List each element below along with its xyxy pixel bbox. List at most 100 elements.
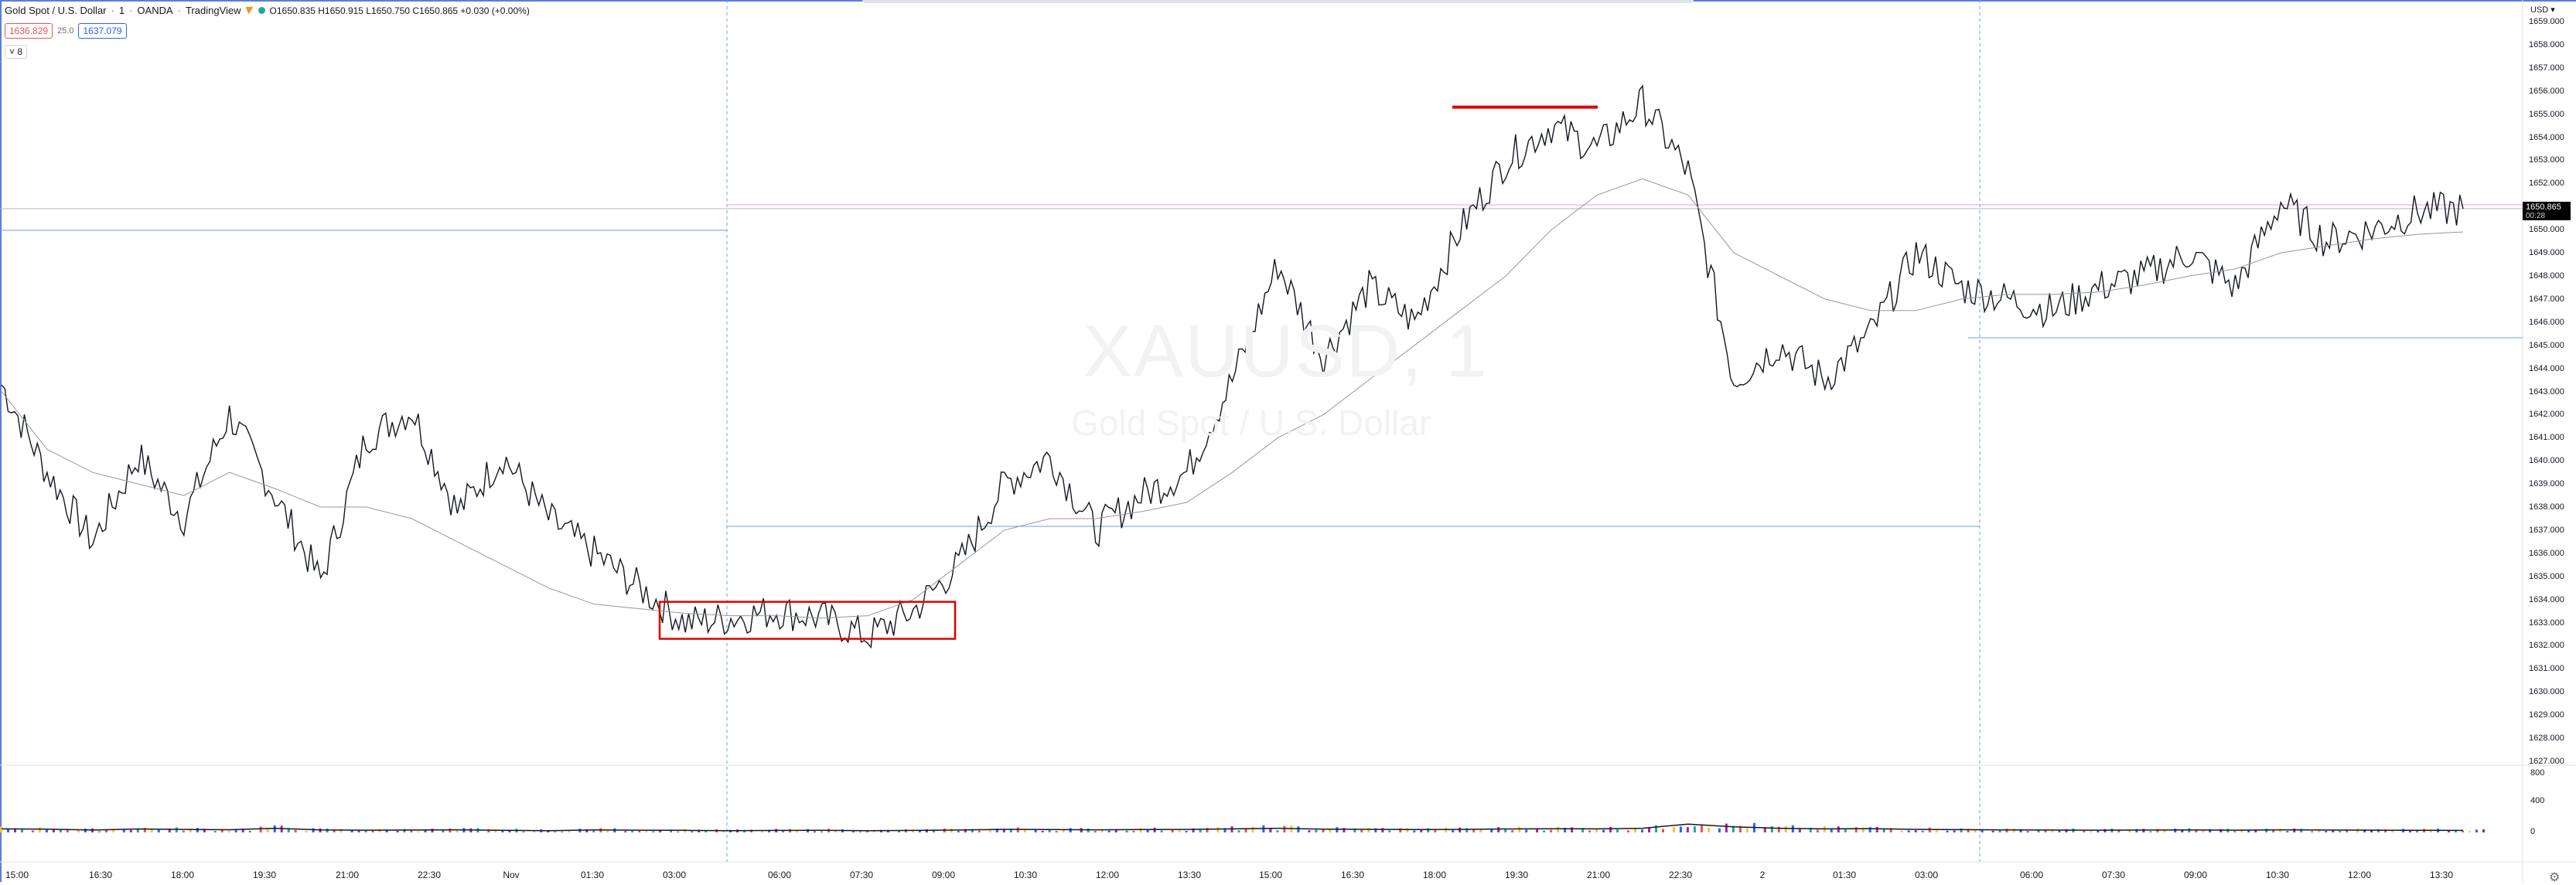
volume-bar (248, 830, 251, 832)
volume-bar (1946, 830, 1949, 832)
volume-bar (312, 828, 315, 832)
volume-bar (1921, 830, 1924, 832)
watermark-ticker: XAUUSD, 1 (1083, 310, 1489, 393)
flag-icon[interactable] (245, 6, 254, 15)
volume-tick: 800 (2530, 768, 2545, 778)
bar-countdown: 00:28 (2526, 212, 2546, 220)
price-tick: 1629.000 (2529, 710, 2564, 720)
volume-bar (52, 829, 55, 832)
volume-bar (1953, 830, 1956, 832)
volume-bar (1763, 827, 1766, 832)
consolidation-box[interactable] (658, 601, 957, 640)
volume-bar (1427, 828, 1430, 832)
current-price-label: 1650.865 00:28 (2523, 202, 2571, 220)
volume-bar (2097, 829, 2100, 832)
volume-bar (2346, 830, 2349, 832)
volume-bar (1420, 829, 1423, 832)
volume-bar (1343, 828, 1346, 832)
volume-bar (1504, 829, 1507, 832)
volume-bar (385, 829, 388, 832)
volume-bar (2279, 829, 2282, 832)
symbol-name[interactable]: Gold Spot / U.S. Dollar (5, 5, 107, 16)
volume-bar (1497, 827, 1500, 832)
volume-bar (624, 831, 627, 832)
volume-bar (1308, 830, 1311, 832)
volume-tick: 400 (2530, 796, 2545, 805)
volume-bar (77, 829, 80, 832)
time-tick: 22:30 (417, 870, 442, 880)
top-drag-handle[interactable] (862, 0, 1694, 3)
volume-bar (743, 830, 746, 832)
time-tick: 15:00 (5, 870, 29, 880)
volume-bar (705, 830, 708, 832)
volume-bar (1216, 827, 1220, 832)
volume-bar (1434, 829, 1437, 832)
price-tick: 1628.000 (2529, 734, 2564, 744)
volume-bar (136, 829, 139, 832)
price-tick: 1645.000 (2529, 340, 2564, 350)
volume-bar (1055, 831, 1058, 832)
volume-bar (761, 830, 764, 832)
volume-bar (1146, 830, 1149, 832)
volume-bar (1655, 825, 1657, 832)
volume-bar (220, 829, 223, 832)
volume-bar (1206, 828, 1209, 832)
volume-bar (2286, 831, 2289, 832)
volume-bar (698, 829, 701, 832)
time-tick: 19:30 (1504, 870, 1529, 880)
volume-bar (2202, 829, 2205, 832)
volume-bar (1935, 830, 1938, 832)
volume-bar (442, 829, 445, 832)
volume-bar (2332, 830, 2335, 832)
volume-bar (2156, 829, 2159, 832)
volume-bar (1907, 830, 1910, 832)
volume-bar (273, 825, 276, 832)
time-tick: 15:00 (1258, 870, 1283, 880)
time-tick: 13:30 (2429, 870, 2454, 880)
indicators-toggle[interactable]: ˅ 8 (5, 45, 28, 59)
volume-bar (7, 829, 9, 832)
volume-bar (396, 830, 399, 832)
volume-bar (14, 828, 16, 832)
volume-bar (2455, 829, 2457, 832)
volume-bar (638, 831, 641, 832)
price-tick: 1657.000 (2529, 63, 2564, 73)
volume-bar (1616, 829, 1619, 832)
watermark-name: Gold Spot / U.S. Dollar (1071, 403, 1431, 443)
volume-bar (2019, 829, 2022, 832)
currency-menu[interactable]: USD ▾ (2530, 5, 2555, 15)
volume-bar (234, 830, 237, 832)
volume-bar (1009, 829, 1012, 832)
volume-bar (1784, 825, 1787, 832)
price-tick: 1644.000 (2529, 363, 2564, 373)
buy-button[interactable]: 1637.079 (78, 23, 127, 39)
volume-bar (1700, 825, 1703, 832)
time-tick: 07:30 (849, 870, 874, 880)
volume-ma-line (1, 823, 2464, 832)
price-tick: 1640.000 (2529, 456, 2564, 466)
volume-bar (659, 830, 662, 832)
sell-button[interactable]: 1636.829 (5, 23, 53, 39)
volume-bar (1854, 827, 1858, 832)
price-tick: 1633.000 (2529, 618, 2564, 628)
volume-bar (796, 829, 799, 832)
volume-bar (196, 828, 199, 832)
volume-bar (1641, 829, 1643, 832)
gear-icon[interactable]: ⚙ (2549, 871, 2561, 884)
interval-label[interactable]: 1 (118, 5, 125, 16)
price-tick: 1655.000 (2529, 109, 2564, 119)
buy-sell-panel: 1636.829 25.0 1637.079 (5, 23, 127, 39)
volume-bar (45, 829, 48, 832)
volume-bar (1023, 829, 1026, 832)
volume-bar (59, 829, 62, 832)
price-tick: 1637.000 (2529, 525, 2564, 535)
time-tick: 03:00 (662, 870, 687, 880)
time-tick: 18:00 (1422, 870, 1447, 880)
volume-bar (1041, 830, 1044, 832)
time-tick: 09:00 (931, 870, 956, 880)
volume-bar (2026, 831, 2029, 832)
volume-bar (2005, 829, 2008, 832)
volume-bar (241, 829, 244, 832)
volume-bar (371, 830, 374, 832)
